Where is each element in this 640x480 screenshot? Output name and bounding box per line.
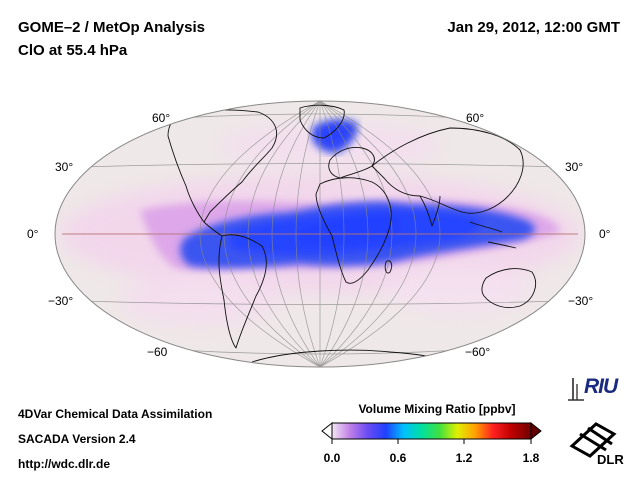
- dlr-logo-icon: [569, 422, 617, 458]
- riu-logo-text: RIU: [584, 375, 618, 398]
- footer-block: 4DVar Chemical Data Assimilation SACADA …: [18, 402, 212, 477]
- colorbar-arrow-left: [321, 421, 333, 441]
- colorbar-gradient: [331, 422, 532, 440]
- colorbar-arrow-right: [530, 421, 542, 441]
- lat-label-right-60: 60°: [466, 111, 484, 125]
- colorbar-tick-2: 1.2: [455, 451, 473, 465]
- colorbar-tick-3: 1.8: [522, 451, 540, 465]
- lat-label-right-30: 30°: [565, 160, 583, 174]
- footer-line2: SACADA Version 2.4: [18, 432, 136, 446]
- datetime-label: Jan 29, 2012, 12:00 GMT: [447, 19, 620, 36]
- map-border: [54, 100, 586, 368]
- lat-label-left-m60: −60: [147, 345, 168, 359]
- coastlines: [167, 104, 536, 363]
- lat-label-left-30: 30°: [55, 160, 73, 174]
- lat-label-left-60: 60°: [152, 111, 170, 125]
- footer-line1: 4DVar Chemical Data Assimilation: [18, 407, 213, 421]
- colorbar-title: Volume Mixing Ratio [ppbv]: [358, 402, 516, 416]
- riu-logo-icon: [568, 378, 584, 401]
- lat-label-right-m60: −60°: [465, 345, 490, 359]
- lat-label-right-0: 0°: [599, 227, 611, 241]
- title-line1: GOME–2 / MetOp Analysis: [18, 19, 205, 36]
- title-line2: ClO at 55.4 hPa: [18, 42, 128, 59]
- colorbar-tick-1: 0.6: [389, 451, 407, 465]
- colorbar: [321, 421, 542, 444]
- lat-label-left-0: 0°: [27, 227, 39, 241]
- dlr-logo-text: DLR: [597, 452, 624, 467]
- clo-tropical-core: [180, 201, 535, 269]
- colorbar-tick-0: 0.0: [323, 451, 341, 465]
- riu-logo: RIU: [566, 374, 630, 404]
- footer-line3: http://wdc.dlr.de: [18, 457, 110, 471]
- lat-label-left-m30: −30°: [48, 294, 73, 308]
- title-block: GOME–2 / MetOp Analysis ClO at 55.4 hPa: [18, 16, 205, 62]
- lat-label-right-m30: −30°: [568, 294, 593, 308]
